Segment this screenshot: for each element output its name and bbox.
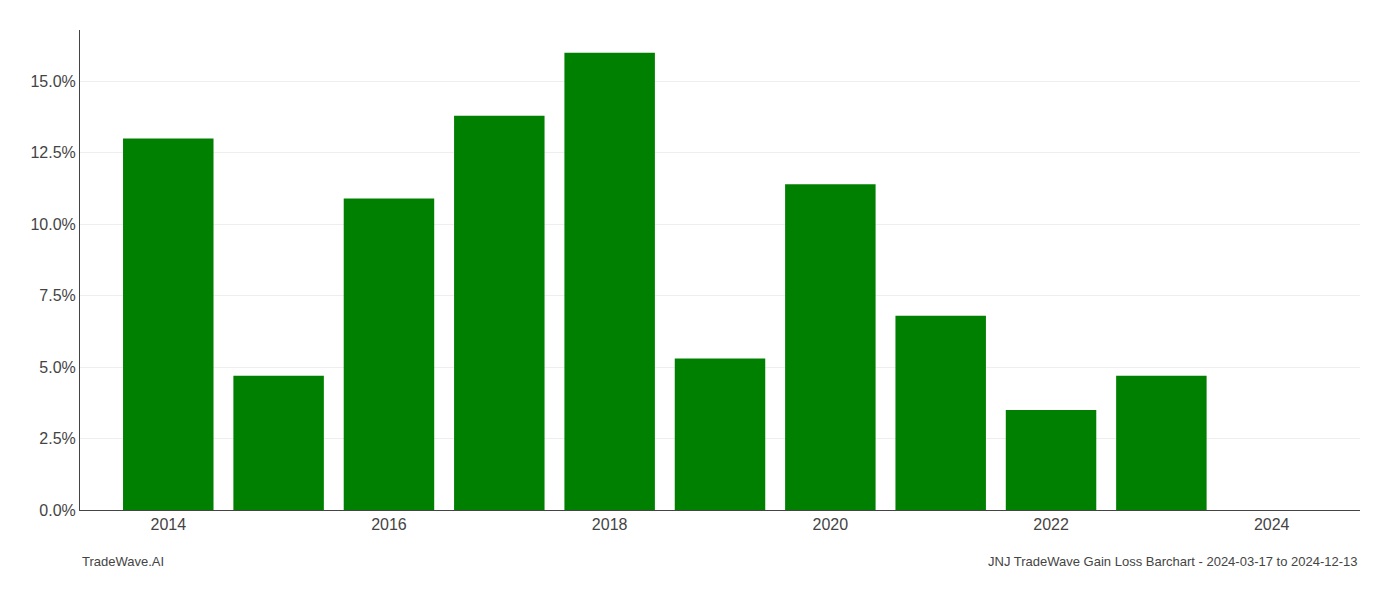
svg-text:TradeWave.AI: TradeWave.AI <box>82 554 164 569</box>
svg-text:12.5%: 12.5% <box>30 144 75 161</box>
svg-text:2.5%: 2.5% <box>39 430 75 447</box>
svg-text:2024: 2024 <box>1254 516 1290 533</box>
svg-text:2018: 2018 <box>592 516 628 533</box>
svg-text:10.0%: 10.0% <box>30 216 75 233</box>
svg-text:2016: 2016 <box>371 516 407 533</box>
svg-text:2014: 2014 <box>150 516 186 533</box>
svg-text:0.0%: 0.0% <box>39 502 75 519</box>
svg-text:2022: 2022 <box>1033 516 1069 533</box>
svg-text:7.5%: 7.5% <box>39 287 75 304</box>
svg-text:JNJ TradeWave Gain Loss Barcha: JNJ TradeWave Gain Loss Barchart - 2024-… <box>988 554 1358 569</box>
svg-text:5.0%: 5.0% <box>39 359 75 376</box>
svg-text:15.0%: 15.0% <box>30 73 75 90</box>
svg-text:2020: 2020 <box>813 516 849 533</box>
